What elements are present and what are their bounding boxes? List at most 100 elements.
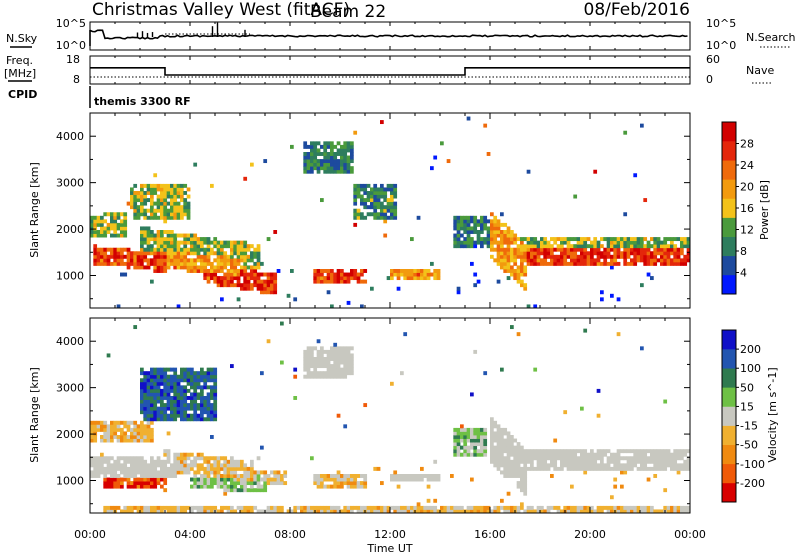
range-cell	[596, 251, 601, 256]
range-cell	[186, 247, 191, 252]
range-cell	[200, 258, 204, 263]
range-cell	[523, 237, 528, 242]
range-cell	[613, 244, 618, 249]
range-cell	[343, 505, 348, 510]
range-cell	[410, 474, 414, 478]
range-cell	[216, 240, 221, 245]
range-cell	[476, 509, 481, 514]
range-cell	[233, 240, 238, 245]
range-cell	[140, 230, 144, 234]
range-cell	[163, 251, 168, 256]
range-cell	[460, 233, 464, 238]
range-cell	[363, 279, 368, 284]
range-cell	[306, 509, 311, 514]
range-cell	[623, 466, 628, 471]
range-cell	[193, 244, 198, 249]
range-cell	[510, 474, 514, 478]
range-cell	[660, 509, 664, 514]
range-cell	[160, 381, 164, 386]
range-cell	[506, 438, 511, 443]
range-cell	[510, 325, 514, 330]
range-cell	[320, 477, 324, 482]
range-cell	[133, 477, 138, 482]
range-cell	[326, 279, 331, 284]
range-cell	[160, 261, 164, 266]
range-cell	[150, 187, 154, 192]
range-cell	[443, 505, 448, 510]
range-cell	[340, 357, 344, 361]
range-cell	[146, 466, 151, 471]
colorbar-tick-label: 4	[740, 267, 747, 280]
range-cell	[120, 247, 124, 252]
range-cell	[133, 198, 138, 203]
range-cell	[446, 159, 451, 164]
range-cell	[250, 269, 254, 273]
range-cell	[123, 431, 128, 436]
range-cell	[390, 194, 394, 199]
range-cell	[270, 509, 274, 514]
range-cell	[523, 466, 528, 471]
range-cell	[516, 269, 521, 273]
range-cell	[626, 251, 631, 256]
range-cell	[193, 403, 198, 408]
range-cell	[340, 272, 344, 277]
range-cell	[150, 215, 154, 220]
range-cell	[333, 374, 338, 379]
range-cell	[156, 367, 161, 372]
range-cell	[383, 215, 388, 220]
range-cell	[193, 459, 198, 464]
range-cell	[336, 371, 341, 376]
range-cell	[463, 435, 468, 439]
range-cell	[550, 251, 554, 256]
range-cell	[263, 470, 268, 475]
range-cell	[233, 509, 238, 514]
range-cell	[93, 466, 98, 471]
range-cell	[346, 371, 351, 376]
range-cell	[126, 424, 131, 429]
range-cell	[440, 141, 444, 146]
range-cell	[593, 247, 598, 252]
range-cell	[180, 410, 184, 415]
range-cell	[170, 505, 174, 510]
range-cell	[210, 183, 214, 188]
range-cell	[113, 431, 118, 436]
range-cell	[260, 283, 264, 288]
range-cell	[206, 392, 211, 397]
range-cell	[526, 244, 531, 249]
range-cell	[646, 449, 651, 454]
range-cell	[116, 477, 121, 482]
range-cell	[543, 452, 548, 457]
range-cell	[510, 247, 514, 252]
range-cell	[153, 392, 158, 397]
range-cell	[143, 424, 148, 429]
range-cell	[523, 286, 528, 291]
range-cell	[233, 484, 238, 489]
range-cell	[530, 509, 534, 514]
range-cell	[120, 470, 124, 475]
range-cell	[506, 459, 511, 464]
range-cell	[526, 169, 531, 174]
range-cell	[213, 470, 218, 475]
range-cell	[126, 466, 131, 471]
range-cell	[143, 410, 148, 415]
range-cell	[213, 276, 218, 281]
range-cell	[156, 470, 161, 475]
range-cell	[233, 459, 238, 464]
range-cell	[150, 367, 154, 372]
range-cell	[146, 413, 151, 418]
range-cell	[546, 254, 551, 259]
range-cell	[256, 272, 261, 277]
range-cell	[200, 244, 204, 249]
range-cell	[140, 254, 144, 259]
range-cell	[120, 226, 124, 231]
range-cell	[193, 388, 198, 393]
range-cell	[466, 449, 471, 454]
range-cell	[330, 353, 334, 358]
range-cell	[570, 466, 574, 471]
range-cell	[326, 371, 331, 376]
range-cell	[353, 477, 358, 482]
range-cell	[613, 258, 618, 263]
range-cell	[633, 244, 638, 249]
range-cell	[180, 265, 184, 270]
